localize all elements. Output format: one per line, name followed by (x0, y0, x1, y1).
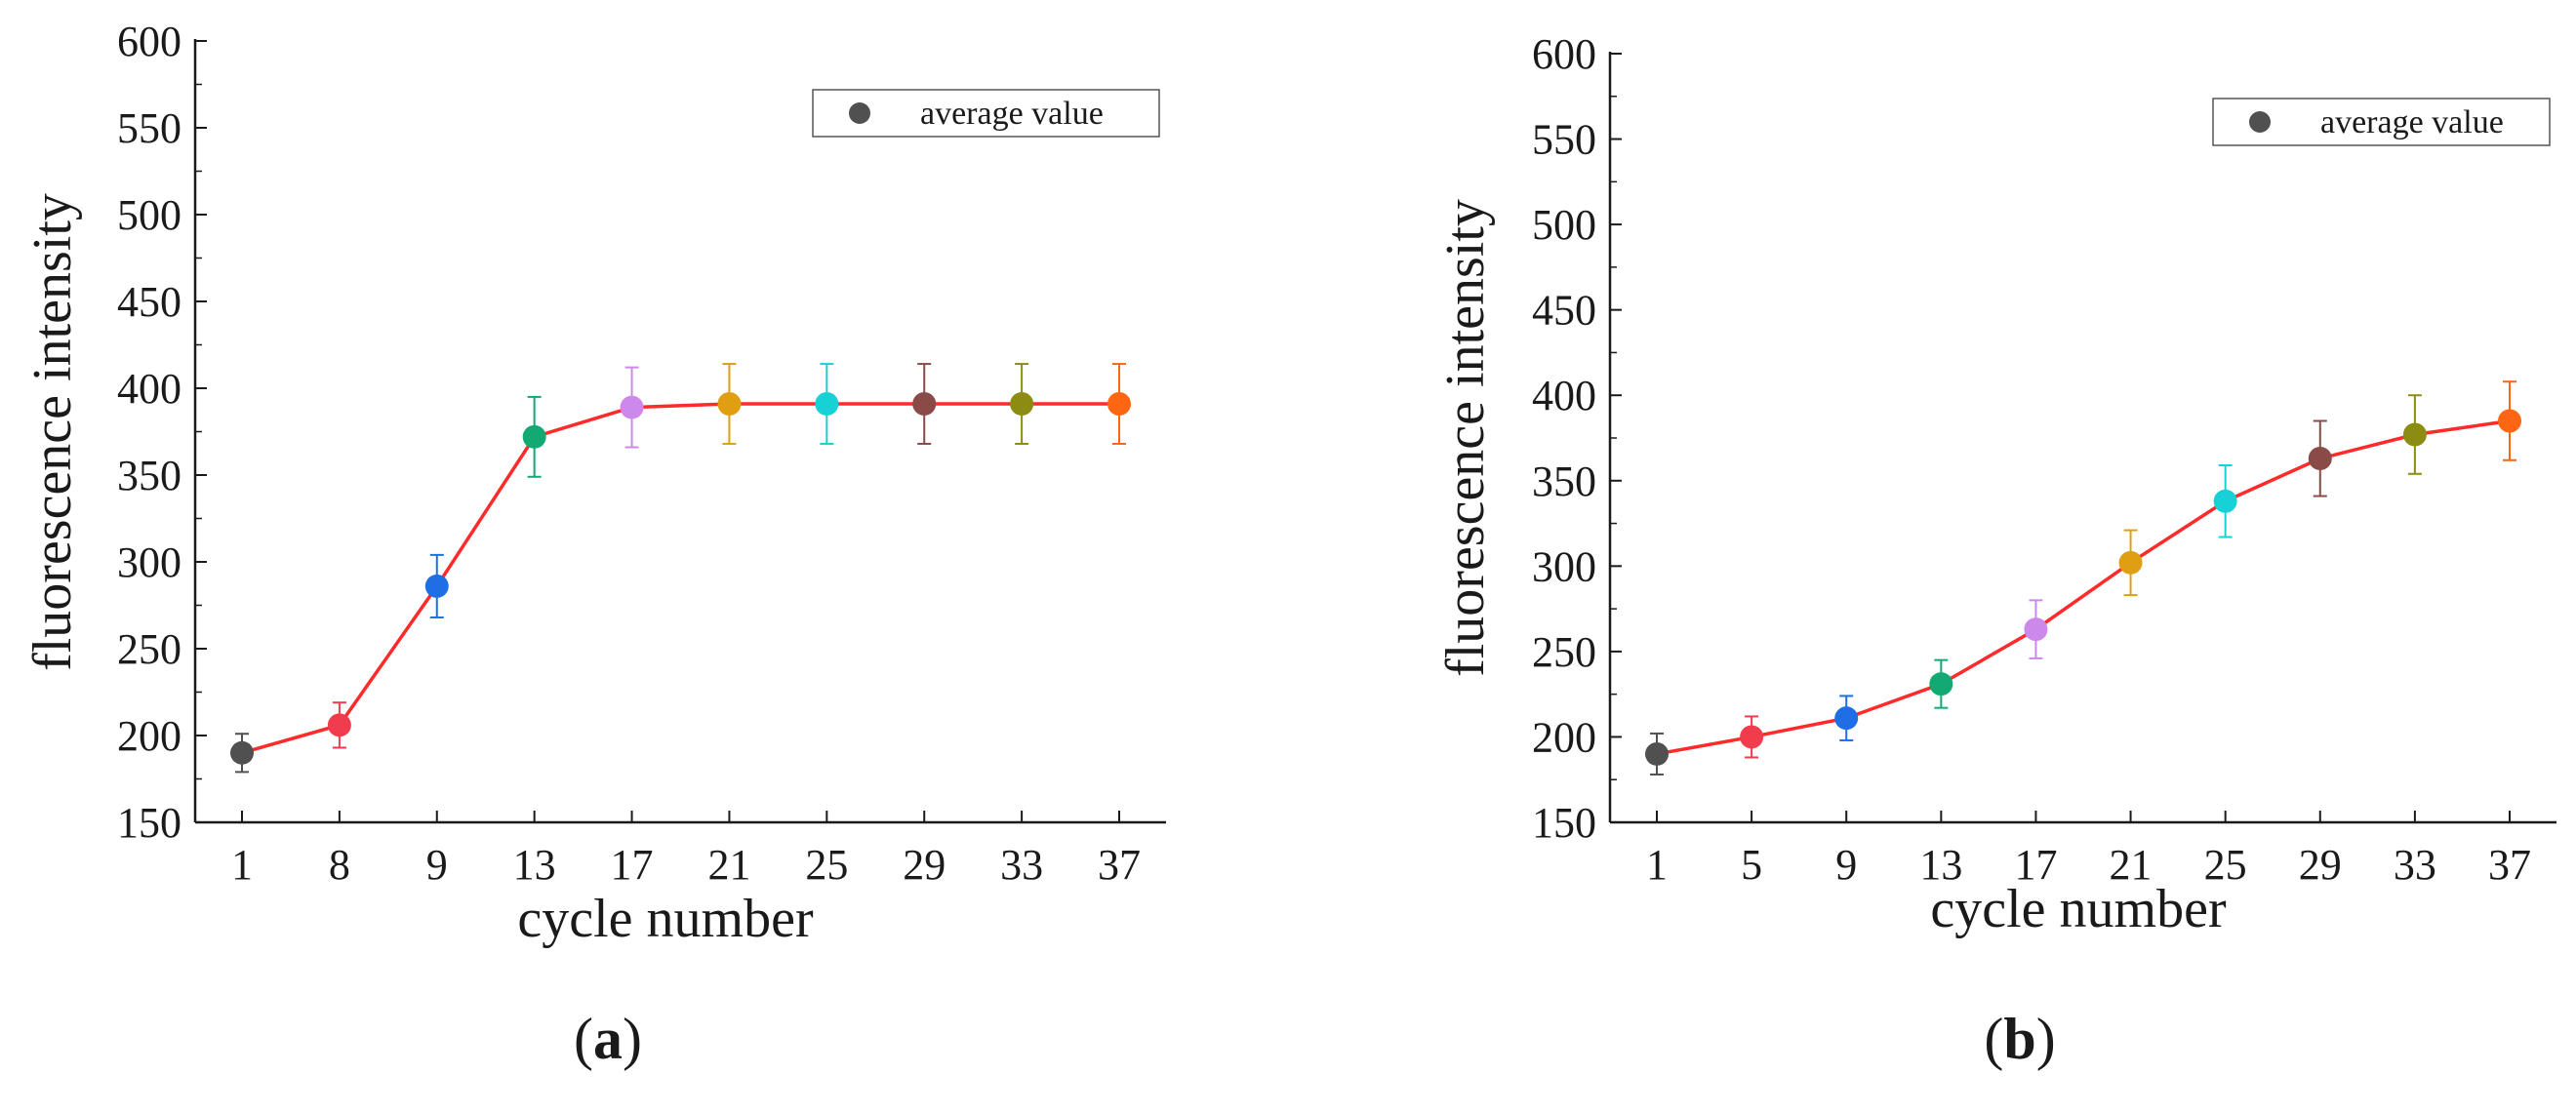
legend-label: average value (920, 96, 1104, 132)
y-tick-label: 200 (117, 712, 181, 760)
data-point (1107, 392, 1131, 417)
legend: average value (2212, 98, 2551, 146)
data-point (912, 392, 937, 417)
data-point (2498, 409, 2521, 433)
data-point (2213, 489, 2237, 513)
y-tick-label: 400 (117, 365, 181, 413)
panel-label-close: ) (2036, 1007, 2056, 1071)
x-tick-label: 1 (1646, 841, 1668, 889)
x-tick-label: 1 (231, 841, 253, 889)
y-tick-label: 500 (1532, 201, 1596, 249)
y-tick-label: 550 (1532, 116, 1596, 164)
panel-label-letter: b (2003, 1007, 2035, 1071)
panel-label-close: ) (623, 1007, 642, 1071)
y-tick-label: 450 (1532, 287, 1596, 335)
y-tick-label: 200 (1532, 713, 1596, 761)
y-tick-label: 350 (1532, 458, 1596, 505)
y-tick-label: 150 (117, 799, 181, 847)
chart-panel-a: 150 200 250 300 350 400 450 500 550 600 1 8 9 13 17 21 2… (22, 18, 1166, 1071)
y-tick-label: 550 (117, 104, 181, 152)
legend-label: average value (2320, 104, 2504, 140)
y-tick-label: 250 (117, 625, 181, 673)
panel-label-open: ( (574, 1007, 593, 1071)
data-point (1929, 672, 1953, 696)
y-axis-title: fluorescence intensity (22, 193, 83, 671)
x-tick-label: 21 (707, 841, 750, 889)
y-tick-label: 250 (1532, 628, 1596, 676)
y-axis-title: fluorescence intensity (1435, 199, 1496, 677)
x-tick-label: 21 (2110, 841, 2153, 889)
y-tick-label: 350 (117, 452, 181, 499)
x-tick-label: 33 (2394, 841, 2436, 889)
x-tick-label: 5 (1741, 841, 1762, 889)
chart-panel-b: 150 200 250 300 350 400 450 500 550 600 1 5 9 13 17 21 2… (1435, 30, 2556, 1071)
legend-marker (849, 102, 870, 124)
panel-label-open: ( (1984, 1007, 2003, 1071)
data-point (230, 740, 254, 765)
x-tick-label: 37 (1098, 841, 1141, 889)
x-tick-label: 37 (2488, 841, 2531, 889)
series-line (241, 402, 1119, 755)
data-point (2308, 447, 2332, 471)
data-point (327, 713, 351, 737)
data-point (2402, 422, 2427, 447)
y-tick-label: 600 (1532, 30, 1596, 78)
x-tick-label: 9 (426, 841, 448, 889)
y-tick-label: 500 (117, 191, 181, 239)
y-tick-label: 150 (1532, 799, 1596, 847)
y-tick-label: 450 (117, 278, 181, 326)
data-point (717, 392, 742, 417)
data-point (2024, 617, 2048, 642)
x-tick-label: 9 (1835, 841, 1857, 889)
x-tick-label: 8 (329, 841, 350, 889)
data-point (815, 392, 839, 417)
series-line (1656, 418, 2511, 756)
y-tick-label: 600 (117, 18, 181, 65)
x-tick-label: 17 (611, 841, 654, 889)
x-tick-label: 13 (513, 841, 556, 889)
legend: average value (812, 89, 1160, 138)
data-point (1740, 725, 1764, 749)
panel-label: (a) (574, 1007, 642, 1071)
x-tick-label: 17 (2014, 841, 2057, 889)
data-point (1645, 741, 1669, 766)
x-tick-label: 13 (1919, 841, 1962, 889)
y-tick-label: 300 (117, 538, 181, 586)
legend-box (2212, 98, 2551, 146)
x-axis-title: cycle number (1930, 879, 2227, 939)
data-point (620, 395, 644, 419)
data-point (522, 424, 546, 449)
x-tick-label: 33 (1000, 841, 1043, 889)
data-point (1834, 706, 1859, 731)
x-tick-label: 29 (903, 841, 946, 889)
x-tick-label: 25 (805, 841, 848, 889)
panel-label: (b) (1984, 1007, 2055, 1071)
data-point (2118, 550, 2143, 575)
data-point (1010, 392, 1034, 417)
legend-box (812, 89, 1160, 138)
y-tick-label: 400 (1532, 372, 1596, 419)
x-tick-label: 29 (2299, 841, 2342, 889)
y-tick-label: 300 (1532, 542, 1596, 590)
x-axis-title: cycle number (517, 889, 814, 949)
panel-label-letter: a (593, 1007, 623, 1071)
data-point (424, 574, 449, 598)
x-tick-label: 25 (2204, 841, 2247, 889)
legend-marker (2249, 111, 2271, 133)
